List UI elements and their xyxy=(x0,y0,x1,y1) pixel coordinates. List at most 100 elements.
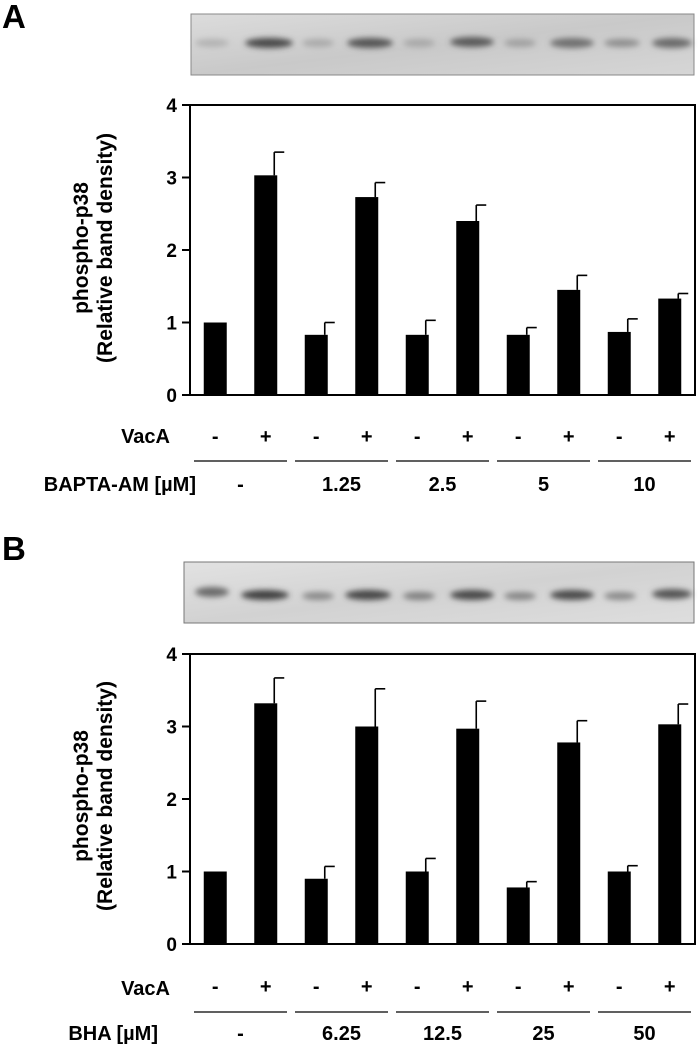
blot-band xyxy=(302,39,334,47)
bar-chart-a: 0 1 2 3 4 xyxy=(166,96,696,407)
dose-label: 1.25 xyxy=(322,474,361,496)
blot-bands-a xyxy=(195,37,692,48)
blot-band xyxy=(403,592,435,600)
blot-band xyxy=(604,592,636,600)
blot-band xyxy=(241,590,289,600)
panel-letter-a: A xyxy=(2,0,26,35)
vaca-sign: + xyxy=(664,976,676,998)
row-label-dose-a: BAPTA-AM [µM] xyxy=(44,474,196,496)
y-tick-label: 3 xyxy=(166,169,177,190)
bar xyxy=(254,703,278,944)
dose-label: 5 xyxy=(538,474,549,496)
bar xyxy=(355,197,379,395)
y-tick-label: 1 xyxy=(166,314,177,335)
dose-label: - xyxy=(237,1023,244,1045)
blot-band xyxy=(604,39,640,47)
bar xyxy=(658,724,682,944)
bar xyxy=(506,334,530,395)
y-tick-label: 4 xyxy=(166,645,177,666)
panel-a: A xyxy=(2,0,696,496)
dose-label: 10 xyxy=(633,474,655,496)
dose-label: 2.5 xyxy=(429,474,457,496)
y-tick-label: 1 xyxy=(166,863,177,884)
y-tick-label: 2 xyxy=(166,241,177,262)
blot-band xyxy=(652,38,692,48)
blot-band xyxy=(347,38,393,48)
vaca-sign: - xyxy=(515,426,522,448)
bar xyxy=(658,298,682,395)
vaca-sign: - xyxy=(515,976,522,998)
y-tick-label: 2 xyxy=(166,790,177,811)
vaca-sign: + xyxy=(664,426,676,448)
blot-band xyxy=(450,37,494,47)
bar-chart-b: 0 1 2 3 4 xyxy=(166,645,696,956)
bar xyxy=(304,334,328,395)
condition-labels-a: - + - + - + - + - + - 1.25 2.5 5 10 xyxy=(194,426,691,496)
y-axis-title-b: phospho-p38 (Relative band density) xyxy=(70,681,117,911)
western-blot-b xyxy=(183,561,695,624)
bar xyxy=(405,871,429,944)
vaca-sign: - xyxy=(313,976,320,998)
blot-band xyxy=(245,38,293,48)
row-label-dose-b: BHA [µM] xyxy=(68,1023,158,1045)
vaca-sign: - xyxy=(616,976,623,998)
y-tick-label: 0 xyxy=(166,935,177,956)
vaca-sign: + xyxy=(563,976,575,998)
y-axis-title-line2: (Relative band density) xyxy=(94,133,117,363)
vaca-sign: + xyxy=(462,426,474,448)
blot-band xyxy=(550,38,594,48)
vaca-sign: - xyxy=(414,976,421,998)
blot-band xyxy=(550,590,594,600)
y-tick-label: 3 xyxy=(166,718,177,739)
bar xyxy=(557,289,581,395)
vaca-sign: + xyxy=(563,426,575,448)
vaca-sign: - xyxy=(313,426,320,448)
y-axis-title-a: phospho-p38 (Relative band density) xyxy=(70,133,117,363)
vaca-sign: - xyxy=(616,426,623,448)
vaca-sign: - xyxy=(212,976,219,998)
vaca-sign: + xyxy=(260,426,272,448)
bar xyxy=(607,871,631,944)
blot-band xyxy=(195,39,229,47)
bar xyxy=(254,175,278,395)
y-axis-title-line1: phospho-p38 xyxy=(70,730,93,862)
blot-band xyxy=(450,590,494,600)
vaca-sign: - xyxy=(212,426,219,448)
row-label-vaca-a: VacA xyxy=(121,426,170,448)
western-blot-a xyxy=(190,13,695,76)
blot-band xyxy=(504,39,536,47)
bar xyxy=(506,887,530,944)
blot-bands-b xyxy=(195,587,692,600)
bar xyxy=(456,728,480,944)
blot-band xyxy=(403,39,435,47)
dose-label: 50 xyxy=(633,1023,655,1045)
blot-band xyxy=(195,587,229,597)
bar xyxy=(355,726,379,944)
blot-band xyxy=(345,590,391,600)
dose-label: - xyxy=(237,474,244,496)
bar xyxy=(557,742,581,944)
vaca-sign: + xyxy=(361,976,373,998)
row-label-vaca-b: VacA xyxy=(121,978,170,1000)
vaca-sign: - xyxy=(414,426,421,448)
dose-label: 12.5 xyxy=(423,1023,462,1045)
vaca-sign: + xyxy=(260,976,272,998)
vaca-sign: + xyxy=(361,426,373,448)
bar xyxy=(304,878,328,944)
bar xyxy=(405,334,429,395)
y-axis-title-line1: phospho-p38 xyxy=(70,182,93,314)
dose-label: 25 xyxy=(532,1023,554,1045)
y-axis-title-line2: (Relative band density) xyxy=(94,681,117,911)
blot-band xyxy=(302,592,334,600)
y-tick-label: 0 xyxy=(166,386,177,407)
bar xyxy=(203,871,227,944)
dose-label: 6.25 xyxy=(322,1023,361,1045)
vaca-sign: + xyxy=(462,976,474,998)
bar xyxy=(203,322,227,395)
panel-letter-b: B xyxy=(2,530,26,567)
panel-b: B 0 1 2 3 4 xyxy=(2,530,696,1045)
blot-band xyxy=(652,589,692,599)
bar xyxy=(456,221,480,395)
condition-labels-b: - + - + - + - + - + - 6.25 12.5 25 50 xyxy=(194,976,691,1045)
